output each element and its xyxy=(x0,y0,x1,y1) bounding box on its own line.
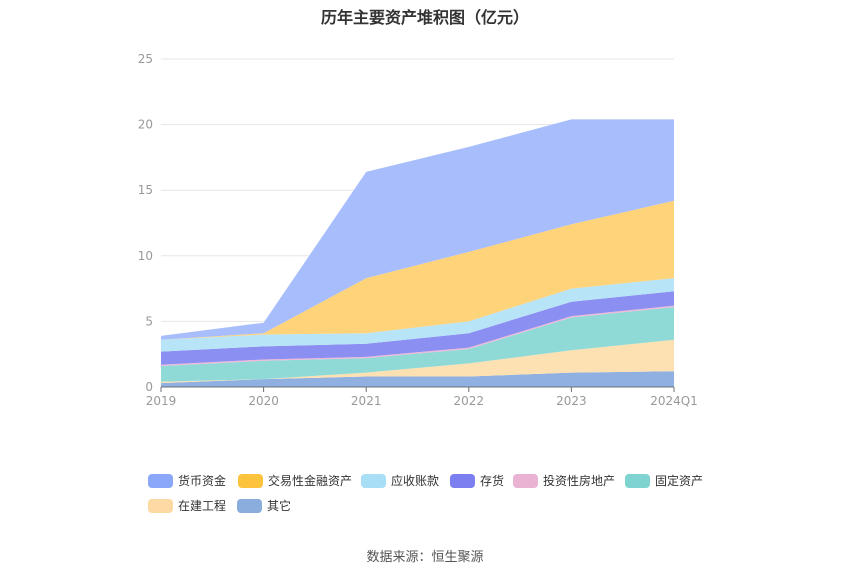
x-tick-label: 2022 xyxy=(454,394,485,408)
legend-swatch xyxy=(148,498,173,513)
area-投资性房地产 xyxy=(161,305,674,367)
x-tick-label: 2023 xyxy=(556,394,587,408)
legend-swatch xyxy=(513,473,538,488)
area-存货 xyxy=(161,291,674,365)
stacked-area-chart: 2019 2020 2021 2022 2023 2024Q1 0 5 10 15 20 25 xyxy=(138,52,698,408)
legend-item[interactable]: 应收账款 xyxy=(361,472,439,489)
legend-label: 投资性房地产 xyxy=(543,474,616,488)
chart-title: 历年主要资产堆积图（亿元） xyxy=(320,8,529,27)
legend-swatch xyxy=(625,473,650,488)
legend-label: 交易性金融资产 xyxy=(268,474,353,488)
legend-swatch xyxy=(238,473,263,488)
x-tick-label: 2024Q1 xyxy=(650,394,698,408)
legend-swatch xyxy=(450,473,475,488)
legend-item[interactable]: 投资性房地产 xyxy=(513,472,615,489)
area-应收账款 xyxy=(161,278,674,352)
legend-item[interactable]: 其它 xyxy=(237,497,291,514)
legend-label: 货币资金 xyxy=(178,474,227,488)
legend-label: 其它 xyxy=(267,499,292,513)
legend-label: 应收账款 xyxy=(391,474,440,488)
legend-label: 在建工程 xyxy=(178,499,227,513)
legend-label: 存货 xyxy=(480,474,505,488)
legend-label: 固定资产 xyxy=(655,474,704,488)
y-axis: 0 5 10 15 20 25 xyxy=(138,52,153,394)
area-货币资金 xyxy=(161,119,674,340)
y-tick-label: 20 xyxy=(138,118,153,132)
legend-swatch xyxy=(148,473,173,488)
area-其它 xyxy=(161,371,674,387)
x-tick-label: 2020 xyxy=(248,394,279,408)
area-在建工程 xyxy=(161,339,674,384)
legend-item[interactable]: 固定资产 xyxy=(625,472,703,489)
legend-swatch xyxy=(237,498,262,513)
legend-item[interactable]: 存货 xyxy=(450,472,504,489)
x-tick-label: 2019 xyxy=(146,394,177,408)
x-axis: 2019 2020 2021 2022 2023 2024Q1 xyxy=(146,386,698,408)
source-note: 数据来源：恒生聚源 xyxy=(366,550,484,565)
area-固定资产 xyxy=(161,306,674,382)
legend-item[interactable]: 交易性金融资产 xyxy=(238,472,352,489)
y-tick-label: 25 xyxy=(138,52,153,66)
legend-item[interactable]: 在建工程 xyxy=(148,497,226,514)
area-交易性金融资产 xyxy=(161,200,674,340)
legend-swatch xyxy=(361,473,386,488)
y-tick-label: 10 xyxy=(138,249,153,263)
y-tick-label: 5 xyxy=(145,314,153,328)
legend-item[interactable]: 货币资金 xyxy=(148,472,226,489)
x-tick-label: 2021 xyxy=(351,394,382,408)
y-tick-label: 0 xyxy=(145,380,153,394)
y-tick-label: 15 xyxy=(138,183,153,197)
area-series xyxy=(161,119,674,387)
